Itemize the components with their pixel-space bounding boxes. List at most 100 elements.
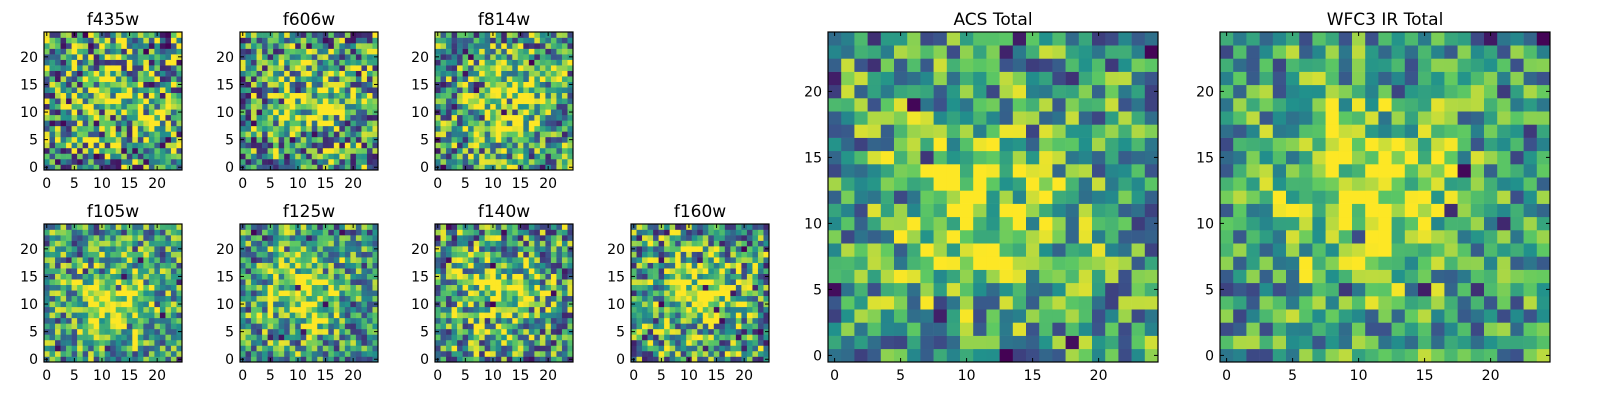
heatmap-cell — [77, 48, 83, 55]
heatmap-cell — [468, 98, 474, 105]
heatmap-cell — [71, 273, 78, 280]
heatmap-cell — [176, 229, 183, 236]
heatmap-cell — [66, 306, 72, 313]
heatmap-cell — [126, 350, 133, 357]
heatmap-cell — [567, 257, 574, 263]
heatmap-cell — [355, 262, 362, 269]
heatmap-cell — [517, 103, 524, 110]
heatmap-cell — [528, 114, 535, 121]
heatmap-cell — [550, 339, 557, 346]
heatmap-cell — [366, 131, 373, 138]
heatmap-cell — [273, 235, 279, 241]
heatmap-cell — [680, 323, 687, 330]
heatmap-cell — [658, 339, 665, 346]
heatmap-cell — [300, 37, 307, 44]
heatmap-cell — [245, 92, 252, 99]
heatmap-cell — [907, 282, 921, 297]
heatmap-cell — [946, 269, 961, 284]
heatmap-cell — [339, 114, 346, 121]
heatmap-cell — [245, 229, 252, 236]
heatmap-cell — [697, 301, 704, 308]
heatmap-cell — [880, 164, 895, 178]
heatmap-cell — [110, 235, 117, 241]
heatmap-cell — [708, 229, 715, 236]
heatmap-cell — [462, 43, 469, 49]
heatmap-cell — [561, 43, 568, 49]
heatmap-cell — [88, 334, 94, 341]
heatmap-cell — [523, 257, 530, 263]
heatmap-cell — [372, 240, 379, 247]
heatmap-cell — [484, 87, 491, 94]
heatmap-cell — [1105, 230, 1119, 244]
heatmap-cell — [115, 345, 122, 352]
heatmap-cell — [664, 339, 670, 346]
heatmap-cell — [361, 136, 368, 143]
heatmap-cell — [763, 279, 770, 286]
heatmap-cell — [311, 87, 318, 94]
heatmap-cell — [110, 65, 117, 71]
heatmap-cell — [278, 246, 285, 252]
heatmap-cell — [110, 125, 117, 132]
heatmap-cell — [284, 290, 290, 297]
heatmap-cell — [66, 224, 72, 230]
heatmap-cell — [295, 81, 302, 88]
heatmap-cell — [757, 279, 764, 286]
heatmap-cell — [468, 125, 474, 132]
heatmap-cell — [148, 284, 155, 291]
heatmap-cell — [462, 87, 469, 94]
heatmap-cell — [311, 92, 318, 99]
heatmap-cell — [752, 290, 759, 297]
heatmap-cell — [451, 350, 458, 357]
heatmap-cell — [757, 273, 764, 280]
heatmap-cell — [361, 279, 368, 286]
heatmap-cell — [82, 224, 89, 230]
heatmap-cell — [170, 323, 177, 330]
heatmap-cell — [137, 54, 144, 60]
heatmap-cell — [708, 235, 715, 241]
heatmap-cell — [647, 229, 654, 236]
heatmap-cell — [512, 240, 519, 247]
heatmap-cell — [986, 256, 1000, 270]
heatmap-cell — [763, 306, 770, 313]
heatmap-cell — [49, 312, 56, 319]
heatmap-cell — [495, 136, 502, 143]
heatmap-cell — [126, 268, 133, 274]
heatmap-cell — [686, 279, 693, 286]
heatmap-cell — [1092, 256, 1106, 270]
heatmap-cell — [457, 356, 463, 363]
heatmap-cell — [88, 103, 94, 110]
heatmap-cell — [295, 153, 302, 160]
heatmap-cell — [132, 114, 139, 121]
heatmap-cell — [154, 246, 161, 252]
heatmap-cell — [473, 251, 480, 258]
heatmap-cell — [735, 350, 742, 357]
heatmap-cell — [344, 334, 351, 341]
heatmap-cell — [256, 76, 263, 82]
heatmap-cell — [289, 158, 296, 165]
heatmap-cell — [159, 114, 166, 121]
heatmap-cell — [501, 54, 508, 60]
heatmap-cell — [49, 229, 56, 236]
heatmap-cell — [176, 306, 183, 313]
heatmap-cell — [322, 114, 329, 121]
heatmap-cell — [567, 103, 574, 110]
heatmap-cell — [240, 131, 246, 138]
heatmap-cell — [457, 70, 463, 77]
heatmap-cell — [93, 328, 100, 335]
heatmap-cell — [262, 295, 268, 302]
heatmap-cell — [333, 153, 340, 160]
heatmap-cell — [907, 348, 921, 363]
heatmap-cell — [506, 103, 513, 110]
heatmap-cell — [361, 125, 368, 132]
heatmap-cell — [93, 235, 100, 241]
heatmap-cell — [99, 295, 106, 302]
heatmap-cell — [322, 306, 329, 313]
x-tick-label: 15 — [317, 368, 335, 384]
heatmap-cell — [506, 114, 513, 121]
heatmap-cell — [724, 317, 731, 324]
heatmap-cell — [490, 312, 497, 319]
heatmap-cell — [440, 98, 447, 105]
heatmap-cell — [828, 190, 842, 204]
heatmap-cell — [457, 229, 463, 236]
heatmap-cell — [333, 356, 340, 363]
